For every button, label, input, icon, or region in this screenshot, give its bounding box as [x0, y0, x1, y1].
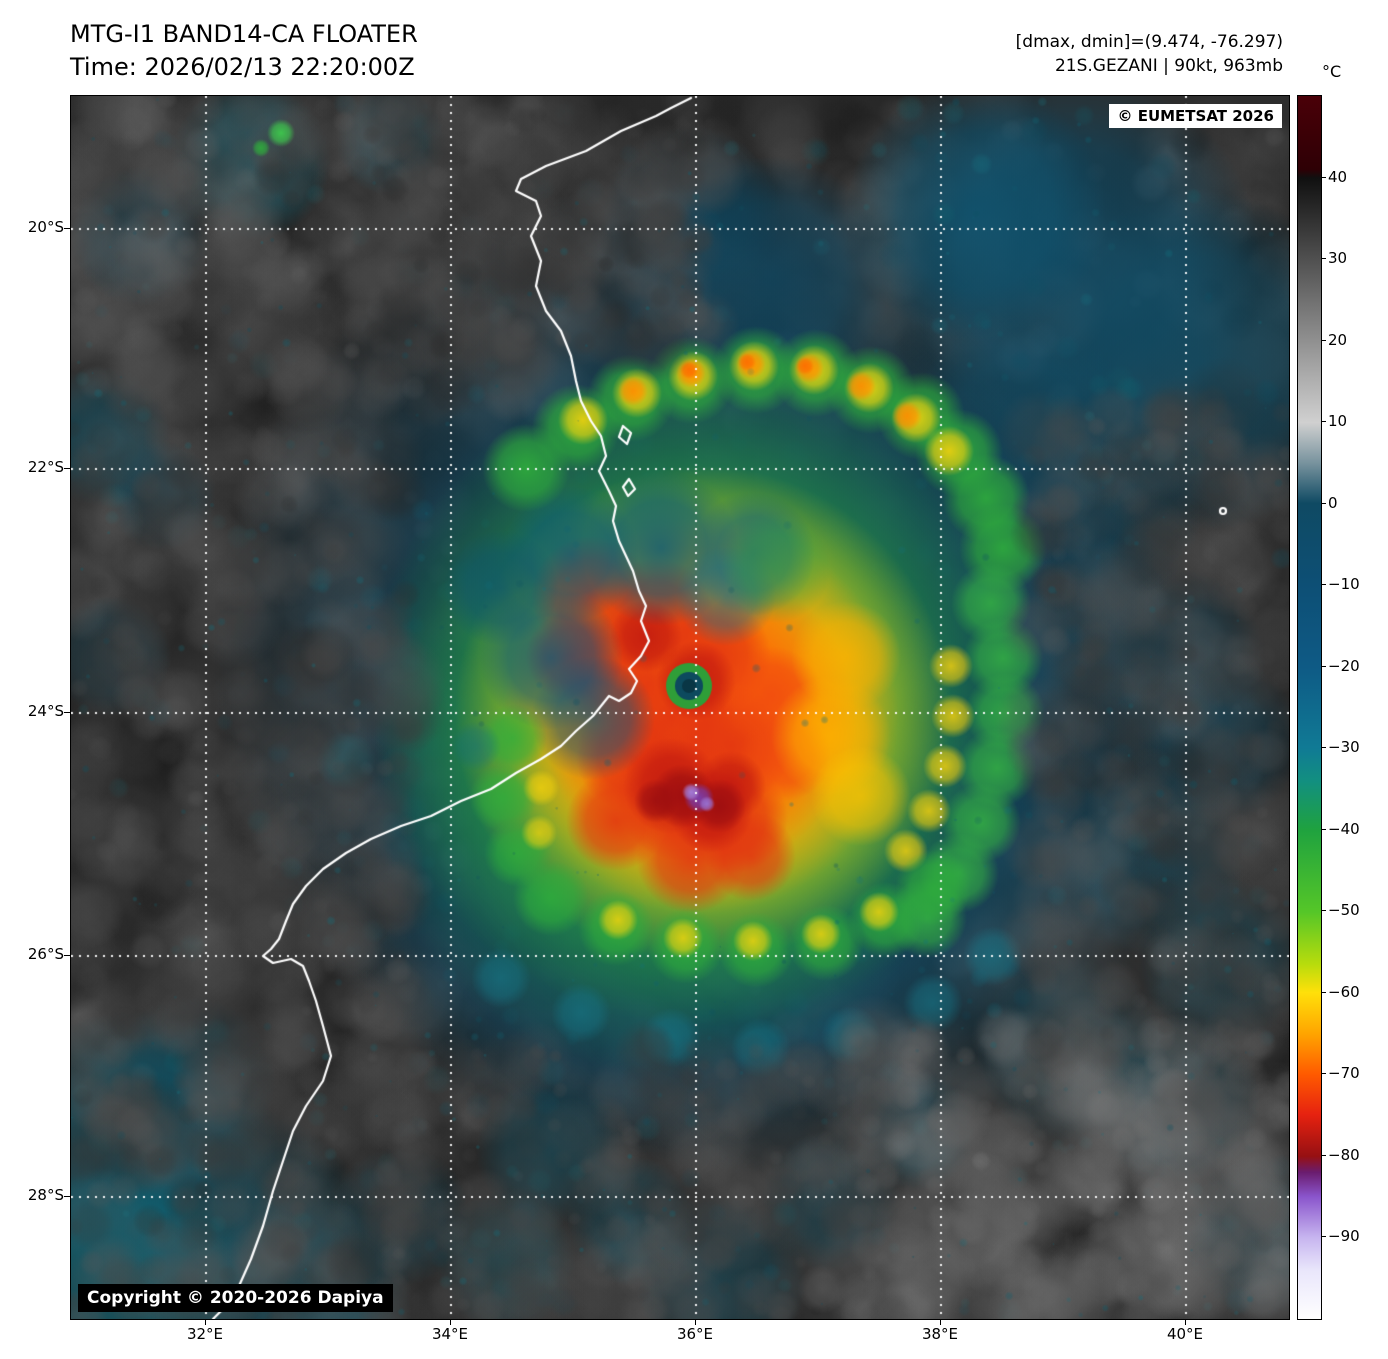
lon-tick-label: 36°E: [676, 1325, 714, 1343]
colorbar-tick-mark: [1322, 584, 1326, 586]
colorbar-tick-mark: [1322, 339, 1326, 341]
colorbar-tick-mark: [1322, 665, 1326, 667]
colorbar-tick-label: 20: [1328, 330, 1348, 349]
lat-tick-mark: [64, 228, 70, 229]
colorbar-tick-mark: [1322, 502, 1326, 504]
figure-title: MTG-I1 BAND14-CA FLOATER: [70, 20, 418, 48]
colorbar-tick-label: 0: [1328, 493, 1338, 512]
map-plot: © EUMETSAT 2026 Copyright © 2020-2026 Da…: [70, 95, 1290, 1320]
lon-tick-mark: [940, 1319, 941, 1325]
dmax-dmin-label: [dmax, dmin]=(9.474, -76.297): [1015, 32, 1283, 52]
colorbar-tick-label: −40: [1328, 819, 1360, 838]
lon-tick-label: 40°E: [1166, 1325, 1204, 1343]
lon-tick-mark: [1185, 1319, 1186, 1325]
lon-tick-label: 32°E: [186, 1325, 224, 1343]
colorbar-tick-label: −30: [1328, 738, 1360, 757]
colorbar-tick-label: −70: [1328, 1064, 1360, 1083]
lat-tick-label: 20°S: [27, 218, 64, 236]
colorbar-tick-mark: [1322, 421, 1326, 423]
colorbar-tick-label: −80: [1328, 1145, 1360, 1164]
header-right: [dmax, dmin]=(9.474, -76.297) 21S.GEZANI…: [850, 30, 1283, 78]
colorbar-tick-label: 10: [1328, 412, 1348, 431]
satellite-image-canvas: [71, 96, 1289, 1319]
colorbar-tick-label: 30: [1328, 249, 1348, 268]
colorbar-tick-label: 40: [1328, 167, 1348, 186]
colorbar-tick-mark: [1322, 747, 1326, 749]
colorbar-tick-mark: [1322, 1154, 1326, 1156]
lon-tick-mark: [695, 1319, 696, 1325]
colorbar-tick-mark: [1322, 1073, 1326, 1075]
lon-tick-label: 38°E: [921, 1325, 959, 1343]
storm-info-label: 21S.GEZANI | 90kt, 963mb: [1054, 56, 1283, 76]
lon-tick-mark: [205, 1319, 206, 1325]
colorbar-tick-label: −10: [1328, 575, 1360, 594]
colorbar-tick-mark: [1322, 991, 1326, 993]
lon-tick-label: 34°E: [431, 1325, 469, 1343]
lat-tick-mark: [64, 1196, 70, 1197]
copyright-label: Copyright © 2020-2026 Dapiya: [78, 1284, 393, 1312]
colorbar-tick-mark: [1322, 258, 1326, 260]
colorbar-tick-label: −50: [1328, 901, 1360, 920]
lat-tick-mark: [64, 712, 70, 713]
colorbar-tick-mark: [1322, 176, 1326, 178]
colorbar-tick-label: −60: [1328, 982, 1360, 1001]
lat-tick-label: 24°S: [27, 702, 64, 720]
colorbar: [1297, 95, 1322, 1320]
colorbar-tick-label: −20: [1328, 656, 1360, 675]
lon-tick-mark: [450, 1319, 451, 1325]
lat-tick-mark: [64, 955, 70, 956]
eumetsat-credit-badge: © EUMETSAT 2026: [1109, 104, 1282, 128]
lat-tick-label: 28°S: [27, 1186, 64, 1204]
colorbar-tick-mark: [1322, 1236, 1326, 1238]
lat-tick-label: 26°S: [27, 945, 64, 963]
colorbar-tick-mark: [1322, 910, 1326, 912]
figure-time: Time: 2026/02/13 22:20:00Z: [70, 53, 415, 81]
colorbar-unit-label: °C: [1322, 62, 1342, 81]
colorbar-tick-mark: [1322, 828, 1326, 830]
lat-tick-label: 22°S: [27, 458, 64, 476]
colorbar-tick-label: −90: [1328, 1227, 1360, 1246]
lat-tick-mark: [64, 468, 70, 469]
